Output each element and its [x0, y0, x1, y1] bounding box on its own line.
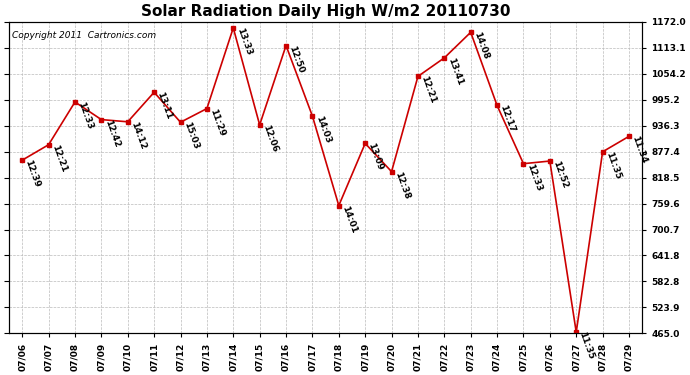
- Text: 12:50: 12:50: [288, 44, 306, 74]
- Text: 12:21: 12:21: [50, 143, 68, 173]
- Text: 13:33: 13:33: [235, 27, 253, 57]
- Title: Solar Radiation Daily High W/m2 20110730: Solar Radiation Daily High W/m2 20110730: [141, 4, 511, 19]
- Text: 12:33: 12:33: [525, 162, 543, 192]
- Text: 13:09: 13:09: [366, 142, 385, 172]
- Text: 12:33: 12:33: [77, 100, 95, 130]
- Text: 12:38: 12:38: [393, 170, 411, 200]
- Text: 14:08: 14:08: [472, 31, 491, 61]
- Text: 11:35: 11:35: [578, 331, 596, 361]
- Text: 13:11: 13:11: [155, 91, 174, 121]
- Text: 14:12: 14:12: [129, 120, 148, 150]
- Text: 12:21: 12:21: [420, 75, 437, 105]
- Text: 14:03: 14:03: [314, 115, 332, 145]
- Text: 14:01: 14:01: [340, 204, 358, 234]
- Text: 12:39: 12:39: [23, 159, 42, 189]
- Text: 11:29: 11:29: [208, 107, 226, 137]
- Text: 13:41: 13:41: [446, 57, 464, 87]
- Text: 11:34: 11:34: [631, 135, 649, 165]
- Text: Copyright 2011  Cartronics.com: Copyright 2011 Cartronics.com: [12, 31, 157, 40]
- Text: 12:42: 12:42: [103, 118, 121, 148]
- Text: 12:17: 12:17: [498, 104, 517, 134]
- Text: 15:03: 15:03: [182, 121, 200, 151]
- Text: 12:06: 12:06: [261, 123, 279, 153]
- Text: 11:35: 11:35: [604, 150, 622, 180]
- Text: 12:52: 12:52: [551, 160, 569, 190]
